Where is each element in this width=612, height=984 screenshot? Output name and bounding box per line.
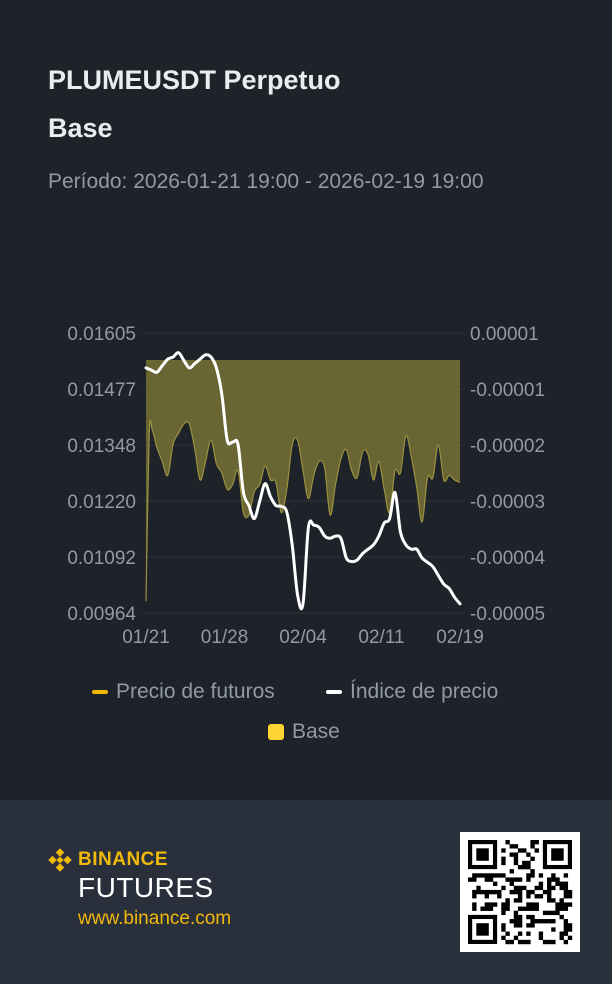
y-left-tick-label: 0.01092 xyxy=(67,548,136,569)
brand-sub: FUTURES xyxy=(78,872,214,903)
legend-index-swatch xyxy=(326,690,342,694)
binance-logo-icon xyxy=(48,848,72,872)
x-tick-label: 02/11 xyxy=(358,627,404,648)
qr-code-icon xyxy=(468,840,573,945)
legend-item-index: Índice de precio xyxy=(326,680,498,704)
y-right-tick-label: -0.00004 xyxy=(470,548,545,569)
y-left-tick-label: 0.01348 xyxy=(67,436,136,457)
y-left-tick-label: 0.01477 xyxy=(67,380,136,401)
y-right-tick-label: -0.00003 xyxy=(470,492,545,513)
legend-futures-swatch xyxy=(92,690,108,694)
legend-futures-label: Precio de futuros xyxy=(116,680,275,703)
basis-chart: 0.01605 0.01477 0.01348 0.01220 0.01092 0.009… xyxy=(0,300,612,660)
y-left-tick-label: 0.01220 xyxy=(67,492,136,513)
title-line-1: PLUMEUSDT Perpetuo xyxy=(48,65,341,95)
brand-name: BINANCE xyxy=(78,849,169,870)
y-left-tick-label: 0.01605 xyxy=(67,324,136,345)
qr-code xyxy=(460,832,580,952)
legend-item-futures: Precio de futuros xyxy=(92,680,275,704)
page-title: PLUMEUSDT Perpetuo Base xyxy=(48,56,341,152)
basis-area xyxy=(146,360,460,602)
period-text: Período: 2026-01-21 19:00 - 2026-02-19 1… xyxy=(48,170,484,193)
chart-legend: Precio de futuros Índice de precio Base xyxy=(0,672,612,772)
basis-line xyxy=(145,419,461,602)
chart-svg: 0.01605 0.01477 0.01348 0.01220 0.01092 0.009… xyxy=(67,324,545,648)
legend-index-label: Índice de precio xyxy=(350,680,499,703)
legend-basis-swatch xyxy=(268,724,284,740)
y-right-tick-label: -0.00002 xyxy=(470,436,545,457)
index-price-line xyxy=(144,351,462,611)
binance-futures-logo: BINANCE FUTURES xyxy=(48,848,214,904)
y-right-tick-label: -0.00005 xyxy=(470,604,545,625)
y-right-tick-label: -0.00001 xyxy=(470,380,545,401)
x-tick-label: 01/21 xyxy=(122,627,170,648)
legend-basis-label: Base xyxy=(292,720,340,743)
y-left-tick-label: 0.00964 xyxy=(67,604,136,625)
x-tick-label: 02/19 xyxy=(436,627,484,648)
x-tick-label: 02/04 xyxy=(279,627,327,648)
title-line-2: Base xyxy=(48,113,113,143)
x-tick-label: 01/28 xyxy=(201,627,249,648)
website-link[interactable]: www.binance.com xyxy=(78,908,232,929)
y-right-tick-label: 0.00001 xyxy=(470,324,539,345)
legend-item-basis: Base xyxy=(268,720,340,744)
